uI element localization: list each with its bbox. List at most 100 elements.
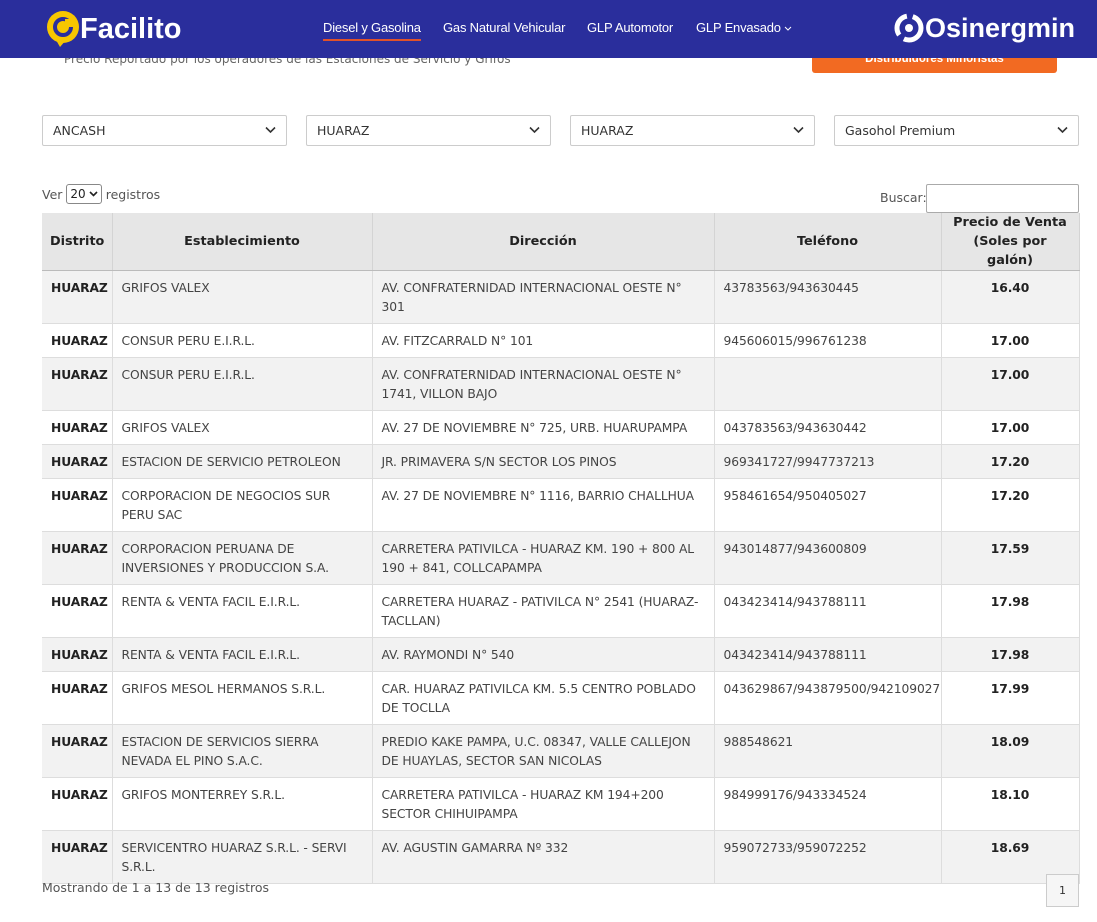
filter-select[interactable]: HUARAZ <box>570 115 815 146</box>
chevron <box>793 126 804 134</box>
filter-value: HUARAZ <box>317 123 370 138</box>
table-cell: ESTACION DE SERVICIOS SIERRA NEVADA EL P… <box>112 724 373 778</box>
table-cell: AV. RAYMONDI N° 540 <box>372 637 715 672</box>
nav-text: GLP Envasado <box>696 20 781 35</box>
table-cell: AV. CONFRATERNIDAD INTERNACIONAL OESTE N… <box>372 270 715 324</box>
table-cell: AV. 27 DE NOVIEMBRE N° 725, URB. HUARUPA… <box>372 410 715 445</box>
table-cell: 17.20 <box>941 478 1080 532</box>
column-header: Teléfono <box>714 213 942 271</box>
table-cell: HUARAZ <box>42 724 113 778</box>
table-cell: 18.69 <box>941 830 1080 884</box>
length-label: Ver <box>42 186 63 202</box>
table-cell: 984999176/943334524 <box>714 777 942 831</box>
table-row: HUARAZ RENTA & VENTA FACIL E.I.R.L. AV. RA… <box>42 637 1080 672</box>
table-cell: HUARAZ <box>42 637 113 672</box>
table-cell: 043629867/943879500/942109027 <box>714 671 942 725</box>
table-cell: 17.00 <box>941 323 1080 358</box>
table-cell: 17.00 <box>941 410 1080 445</box>
nav-link[interactable]: Gas Natural Vehicular <box>443 20 566 35</box>
table-row: HUARAZ CONSUR PERU E.I.R.L. AV. CONFRATERN… <box>42 357 1080 411</box>
table-cell: 959072733/959072252 <box>714 830 942 884</box>
table-cell: 17.20 <box>941 444 1080 479</box>
table-row: HUARAZ GRIFOS VALEX AV. CONFRATERNIDAD INT… <box>42 270 1080 324</box>
table-cell: 43783563/943630445 <box>714 270 942 324</box>
table-cell: 18.09 <box>941 724 1080 778</box>
table-row: HUARAZ ESTACION DE SERVICIOS SIERRA NEVAD… <box>42 724 1080 778</box>
table-row: HUARAZ SERVICENTRO HUARAZ S.R.L. - SERVI … <box>42 830 1080 884</box>
nav-link[interactable]: GLP Envasado <box>696 20 792 35</box>
table-row: HUARAZ CORPORACION PERUANA DE INVERSIONES… <box>42 531 1080 585</box>
filter-select[interactable]: ANCASH <box>42 115 287 146</box>
price-table: Distrito Establecimiento Dirección Teléfono… <box>42 213 1080 884</box>
table-cell: HUARAZ <box>42 323 113 358</box>
table-cell: AV. FITZCARRALD N° 101 <box>372 323 715 358</box>
length-control: Ver 20 registros <box>42 184 160 204</box>
table-cell: AV. CONFRATERNIDAD INTERNACIONAL OESTE N… <box>372 357 715 411</box>
chevron <box>265 126 276 134</box>
table-cell: CORPORACION PERUANA DE INVERSIONES Y PRO… <box>112 531 373 585</box>
table-cell: HUARAZ <box>42 777 113 831</box>
table-cell: HUARAZ <box>42 410 113 445</box>
filter-value: ANCASH <box>53 123 106 138</box>
table-row: HUARAZ GRIFOS MESOL HERMANOS S.R.L. CAR. H… <box>42 671 1080 725</box>
table-cell: 17.99 <box>941 671 1080 725</box>
table-cell: HUARAZ <box>42 444 113 479</box>
column-header: Precio de Venta (Soles por galón) <box>941 213 1080 271</box>
brand: Osinergmin <box>893 12 1075 44</box>
table-row: HUARAZ CONSUR PERU E.I.R.L. AV. FITZCARRAL… <box>42 323 1080 358</box>
table-cell: HUARAZ <box>42 531 113 585</box>
logo-icon <box>47 11 79 47</box>
search-input[interactable] <box>926 184 1079 213</box>
table-cell: 958461654/950405027 <box>714 478 942 532</box>
chevron <box>529 126 540 134</box>
page-button[interactable]: 1 <box>1046 874 1079 907</box>
table-cell: 943014877/943600809 <box>714 531 942 585</box>
table-cell: SERVICENTRO HUARAZ S.R.L. - SERVI S.R.L. <box>112 830 373 884</box>
table-cell: GRIFOS VALEX <box>112 410 373 445</box>
table-row: HUARAZ GRIFOS MONTERREY S.R.L. CARRETERA P… <box>42 777 1080 831</box>
column-header: Distrito <box>42 213 113 271</box>
table-cell: RENTA & VENTA FACIL E.I.R.L. <box>112 637 373 672</box>
table-cell: CAR. HUARAZ PATIVILCA KM. 5.5 CENTRO POB… <box>372 671 715 725</box>
table-cell: 969341727/9947737213 <box>714 444 942 479</box>
nav-link[interactable]: GLP Automotor <box>587 20 674 35</box>
table-cell: HUARAZ <box>42 584 113 638</box>
filter-select[interactable]: Gasohol Premium <box>834 115 1079 146</box>
table-cell: JR. PRIMAVERA S/N SECTOR LOS PINOS <box>372 444 715 479</box>
table-cell: CORPORACION DE NEGOCIOS SUR PERU SAC <box>112 478 373 532</box>
table-cell: CONSUR PERU E.I.R.L. <box>112 323 373 358</box>
table-cell: 17.59 <box>941 531 1080 585</box>
table-cell: PREDIO KAKE PAMPA, U.C. 08347, VALLE CAL… <box>372 724 715 778</box>
filter-value: Gasohol Premium <box>845 123 956 138</box>
table-row: HUARAZ CORPORACION DE NEGOCIOS SUR PERU S… <box>42 478 1080 532</box>
table-cell: 043423414/943788111 <box>714 637 942 672</box>
filter-select[interactable]: HUARAZ <box>306 115 551 146</box>
table-cell: GRIFOS VALEX <box>112 270 373 324</box>
length-label: registros <box>105 186 161 202</box>
chevron <box>784 26 792 31</box>
brand-text: Osinergmin <box>925 12 1076 43</box>
table-cell: 17.98 <box>941 584 1080 638</box>
table-cell: 18.10 <box>941 777 1080 831</box>
table-cell: 945606015/996761238 <box>714 323 942 358</box>
table-cell: HUARAZ <box>42 357 113 411</box>
table-cell: AV. AGUSTIN GAMARRA Nº 332 <box>372 830 715 884</box>
table-cell: 16.40 <box>941 270 1080 324</box>
nav-link[interactable]: Diesel y Gasolina <box>323 20 421 41</box>
table-row: HUARAZ GRIFOS VALEX AV. 27 DE NOVIEMBRE N°… <box>42 410 1080 445</box>
table-row: HUARAZ ESTACION DE SERVICIO PETROLEON JR. … <box>42 444 1080 479</box>
table-cell: 043783563/943630442 <box>714 410 942 445</box>
length-select[interactable]: 20 <box>66 184 102 204</box>
table-cell: CARRETERA PATIVILCA - HUARAZ KM. 190 + 8… <box>372 531 715 585</box>
column-header: Dirección <box>372 213 715 271</box>
table-cell: HUARAZ <box>42 830 113 884</box>
table-cell: CONSUR PERU E.I.R.L. <box>112 357 373 411</box>
table-info: Mostrando de 1 a 13 de 13 registros <box>42 880 270 895</box>
table-cell <box>714 357 942 411</box>
logo[interactable]: Facilito <box>46 10 182 48</box>
table-cell: HUARAZ <box>42 671 113 725</box>
table-cell: HUARAZ <box>42 270 113 324</box>
brand-icon <box>894 13 924 43</box>
